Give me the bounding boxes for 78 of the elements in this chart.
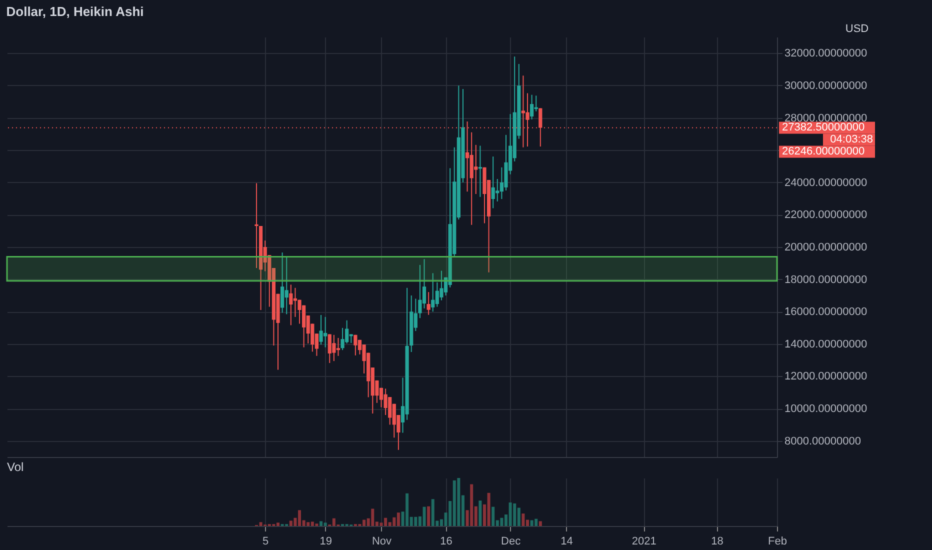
candlestick bbox=[496, 178, 500, 202]
candlestick bbox=[530, 94, 534, 120]
chart-title: Vol bbox=[7, 460, 24, 474]
candlestick bbox=[332, 334, 336, 362]
candlestick bbox=[280, 252, 284, 314]
candlestick bbox=[422, 258, 426, 309]
ref-line-label: 27382.50000000 bbox=[782, 122, 865, 134]
bar bbox=[422, 506, 426, 526]
bar bbox=[259, 522, 262, 526]
chart-title: Dollar, 1D, Heikin Ashi bbox=[6, 4, 144, 19]
y-tick-label: 12000.00000000 bbox=[784, 370, 868, 383]
bar bbox=[492, 506, 495, 526]
x-tick-label: 5 bbox=[262, 536, 269, 548]
bar bbox=[538, 521, 542, 526]
candlestick bbox=[491, 156, 495, 209]
bar bbox=[324, 522, 327, 526]
text: 04:03:38 bbox=[830, 134, 873, 146]
y-tick-label: 10000.00000000 bbox=[784, 403, 868, 416]
bar bbox=[487, 492, 490, 526]
x-tick-label: Dec bbox=[501, 536, 522, 548]
x-tick-label: 14 bbox=[560, 536, 573, 548]
bar bbox=[478, 500, 482, 526]
candlestick bbox=[431, 272, 435, 312]
candlestick bbox=[328, 334, 332, 364]
y-tick-label: 8000.00000000 bbox=[784, 435, 861, 448]
candlestick bbox=[254, 182, 258, 268]
x-tick-label: 16 bbox=[440, 536, 452, 548]
candlestick bbox=[336, 337, 340, 356]
y-tick-label: 24000.00000000 bbox=[784, 176, 868, 189]
x-tick-label: 19 bbox=[320, 536, 332, 548]
candlestick bbox=[354, 334, 358, 356]
bar bbox=[396, 512, 400, 526]
bar bbox=[530, 520, 534, 526]
y-tick-label: 14000.00000000 bbox=[784, 338, 868, 350]
bar bbox=[414, 516, 418, 526]
candlestick bbox=[384, 388, 388, 416]
bar bbox=[371, 508, 374, 526]
candlestick bbox=[470, 132, 474, 226]
candlestick bbox=[440, 270, 444, 301]
y-tick-label: 20000.00000000 bbox=[784, 242, 868, 254]
candlestick bbox=[478, 145, 482, 198]
candlestick bbox=[340, 327, 344, 351]
bar bbox=[470, 484, 474, 526]
candlestick bbox=[293, 287, 298, 318]
bar bbox=[517, 508, 520, 526]
candlestick bbox=[418, 264, 422, 319]
x-tick-label: 18 bbox=[711, 536, 724, 548]
candlestick bbox=[319, 314, 323, 346]
bar bbox=[310, 522, 314, 526]
y-tick-label: 22000.00000000 bbox=[784, 209, 868, 222]
candlestick bbox=[474, 144, 478, 195]
candlestick bbox=[298, 299, 302, 324]
y-tick-label: 32000.00000000 bbox=[784, 48, 868, 60]
x-tick-label: Feb bbox=[768, 536, 787, 548]
bar bbox=[289, 520, 292, 526]
bar bbox=[457, 478, 460, 526]
x-tick-label: 2021 bbox=[632, 536, 656, 548]
y-tick-label: 16000.00000000 bbox=[784, 306, 868, 318]
candlestick bbox=[426, 292, 430, 316]
bar bbox=[522, 514, 525, 526]
y-tick-label: 18000.00000000 bbox=[784, 274, 868, 286]
bar bbox=[500, 518, 504, 526]
text: 26246.00000000 bbox=[782, 146, 865, 158]
candlestick bbox=[289, 284, 293, 326]
text: USD bbox=[845, 23, 869, 35]
bar bbox=[513, 503, 516, 526]
bar bbox=[534, 518, 538, 526]
bar bbox=[431, 499, 434, 526]
bar bbox=[427, 506, 430, 526]
bar bbox=[306, 522, 310, 526]
candlestick bbox=[284, 256, 288, 315]
bar bbox=[452, 480, 456, 526]
x-tick-label: Nov bbox=[372, 536, 392, 548]
bar bbox=[332, 518, 336, 526]
bar bbox=[508, 502, 512, 526]
y-tick-label: 30000.00000000 bbox=[784, 80, 868, 92]
bar bbox=[320, 521, 323, 526]
bar bbox=[406, 493, 409, 526]
